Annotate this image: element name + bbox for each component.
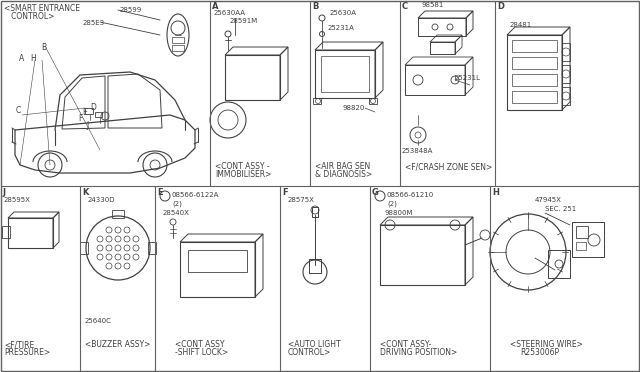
Bar <box>85 108 93 114</box>
Text: F: F <box>78 113 82 122</box>
Text: C: C <box>402 2 408 11</box>
Text: E: E <box>83 108 88 116</box>
Bar <box>512 91 557 103</box>
Text: R253006P: R253006P <box>520 348 559 357</box>
Bar <box>309 259 321 273</box>
Bar <box>418 18 466 36</box>
Text: 28540X: 28540X <box>163 210 190 216</box>
Text: <STEERING WIRE>: <STEERING WIRE> <box>510 340 583 349</box>
Bar <box>405 65 465 95</box>
Text: D: D <box>90 103 96 112</box>
Bar <box>225 55 280 100</box>
Bar <box>172 45 184 51</box>
Text: B: B <box>312 2 318 11</box>
Bar <box>188 250 247 272</box>
Text: H: H <box>30 54 36 62</box>
Bar <box>369 98 377 104</box>
Text: <F/CRASH ZONE SEN>: <F/CRASH ZONE SEN> <box>405 162 492 171</box>
Text: G: G <box>372 188 379 197</box>
Text: <CONT ASSY-: <CONT ASSY- <box>380 340 431 349</box>
Bar <box>572 222 604 257</box>
Bar <box>148 242 156 254</box>
Text: 25231A: 25231A <box>328 25 355 31</box>
Text: <F/TIRE: <F/TIRE <box>4 340 35 349</box>
Text: D: D <box>497 2 504 11</box>
Bar <box>562 87 570 105</box>
Bar <box>312 207 318 217</box>
Text: <AIR BAG SEN: <AIR BAG SEN <box>315 162 371 171</box>
Bar <box>321 56 369 92</box>
Bar <box>548 250 570 278</box>
Text: 25640C: 25640C <box>85 318 112 324</box>
Text: 28591M: 28591M <box>230 18 259 24</box>
Text: CONTROL>: CONTROL> <box>4 12 54 21</box>
Text: 47945X: 47945X <box>535 197 562 203</box>
Bar <box>180 242 255 297</box>
Bar <box>512 40 557 52</box>
Text: 98581: 98581 <box>422 2 444 8</box>
Text: F: F <box>282 188 287 197</box>
Text: PRESSURE>: PRESSURE> <box>4 348 50 357</box>
Bar <box>172 37 184 43</box>
Text: CONTROL>: CONTROL> <box>288 348 332 357</box>
Text: 24330D: 24330D <box>88 197 115 203</box>
Bar <box>576 242 586 250</box>
Text: 08566-6122A: 08566-6122A <box>172 192 220 198</box>
Bar <box>512 57 557 69</box>
Text: 25630AA: 25630AA <box>214 10 246 16</box>
Text: <CONT ASSY -: <CONT ASSY - <box>215 162 269 171</box>
Bar <box>80 242 88 254</box>
Bar <box>562 65 570 83</box>
Text: 253848A: 253848A <box>402 148 433 154</box>
Bar <box>95 112 102 117</box>
Text: -SHIFT LOCK>: -SHIFT LOCK> <box>175 348 228 357</box>
Text: 08566-61210: 08566-61210 <box>387 192 435 198</box>
Text: 28481: 28481 <box>510 22 532 28</box>
Text: 98820: 98820 <box>342 105 365 111</box>
Text: <SMART ENTRANCE: <SMART ENTRANCE <box>4 4 80 13</box>
Bar <box>507 35 562 110</box>
Text: 285E3: 285E3 <box>83 20 105 26</box>
Text: DRIVING POSITION>: DRIVING POSITION> <box>380 348 457 357</box>
Bar <box>315 50 375 98</box>
Bar <box>562 43 570 61</box>
Text: K: K <box>82 188 88 197</box>
Text: 25231L: 25231L <box>455 75 481 81</box>
Bar <box>8 218 53 248</box>
Text: SEC. 251: SEC. 251 <box>545 206 576 212</box>
Bar <box>112 210 124 218</box>
Bar <box>2 226 10 238</box>
Text: (2): (2) <box>387 200 397 206</box>
Text: 28595X: 28595X <box>4 197 31 203</box>
Bar <box>313 98 321 104</box>
Text: (2): (2) <box>172 200 182 206</box>
Text: A: A <box>212 2 218 11</box>
Text: A: A <box>19 54 24 62</box>
Bar <box>430 42 455 54</box>
Text: IMMOBILISER>: IMMOBILISER> <box>215 170 271 179</box>
Text: & DIAGNOSIS>: & DIAGNOSIS> <box>315 170 372 179</box>
Bar <box>512 74 557 86</box>
Bar <box>380 225 465 285</box>
Bar <box>576 226 588 238</box>
Text: 28599: 28599 <box>120 7 142 13</box>
Text: 98800M: 98800M <box>385 210 413 216</box>
Text: <BUZZER ASSY>: <BUZZER ASSY> <box>85 340 150 349</box>
Text: J: J <box>2 188 5 197</box>
Text: B: B <box>42 42 47 51</box>
Text: C: C <box>15 106 20 115</box>
Text: <AUTO LIGHT: <AUTO LIGHT <box>288 340 340 349</box>
Text: E: E <box>157 188 163 197</box>
Text: 28575X: 28575X <box>288 197 315 203</box>
Text: H: H <box>492 188 499 197</box>
Text: J: J <box>87 121 89 129</box>
Text: <CONT ASSY: <CONT ASSY <box>175 340 225 349</box>
Text: 25630A: 25630A <box>330 10 357 16</box>
